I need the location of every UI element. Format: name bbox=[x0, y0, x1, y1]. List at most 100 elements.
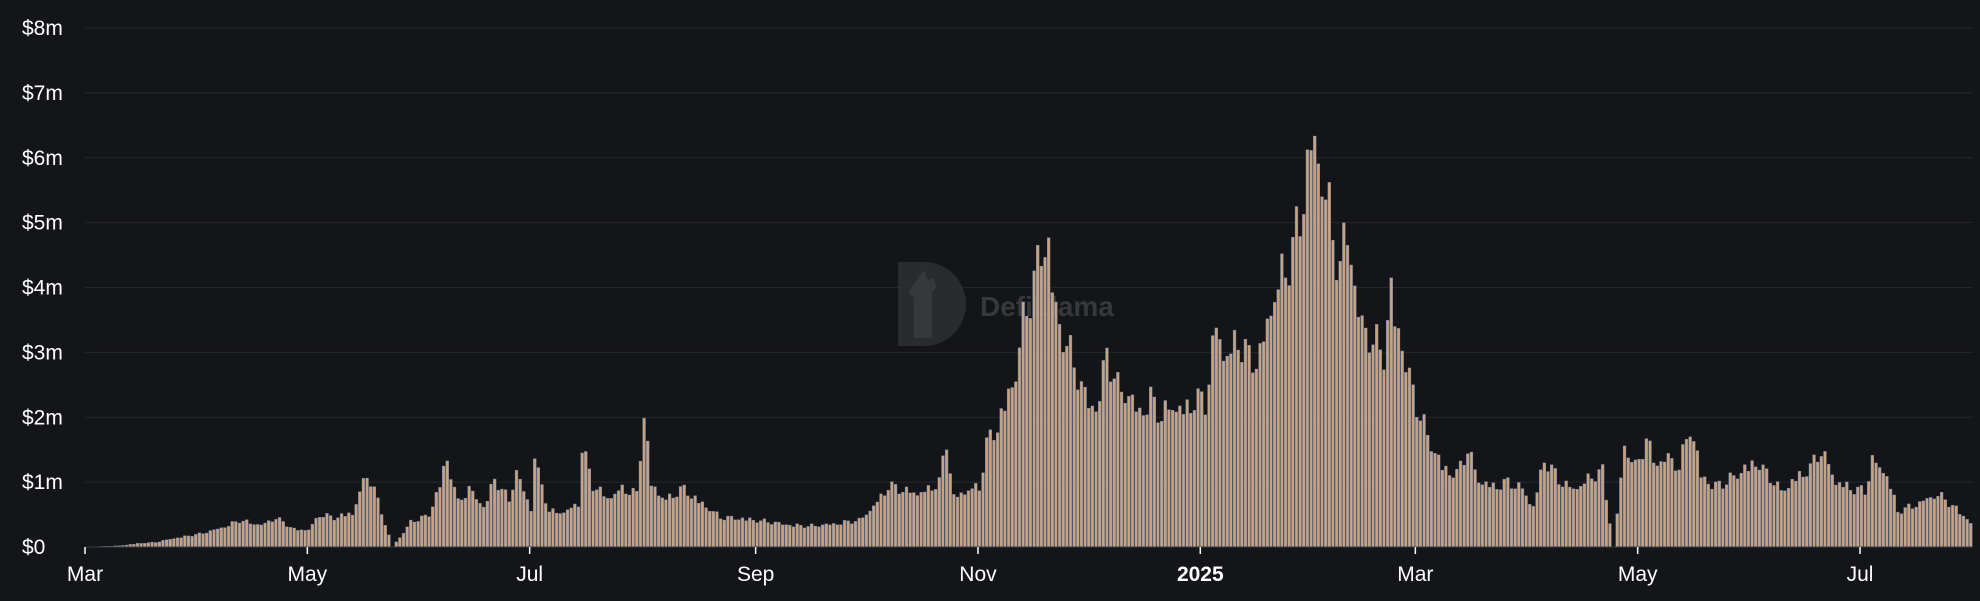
bar bbox=[1291, 237, 1295, 548]
bar bbox=[1298, 236, 1302, 548]
bar bbox=[245, 519, 249, 548]
bar bbox=[627, 494, 632, 548]
bar bbox=[449, 479, 453, 548]
bar bbox=[635, 491, 639, 548]
bar bbox=[1568, 486, 1572, 548]
bar bbox=[1185, 399, 1189, 548]
bar bbox=[988, 429, 992, 548]
bar bbox=[1819, 456, 1823, 548]
bar bbox=[1502, 478, 1506, 548]
bar bbox=[857, 517, 861, 548]
bar bbox=[1367, 352, 1372, 548]
bar bbox=[1786, 488, 1791, 548]
bar bbox=[157, 541, 161, 548]
bar bbox=[405, 526, 409, 548]
bar bbox=[329, 515, 333, 548]
bar bbox=[1816, 461, 1820, 548]
bar bbox=[460, 499, 464, 548]
bar bbox=[292, 527, 296, 548]
bar bbox=[1152, 396, 1156, 548]
bar bbox=[966, 490, 971, 548]
bar bbox=[697, 502, 701, 548]
bar bbox=[1739, 472, 1743, 548]
bar bbox=[1254, 368, 1259, 548]
bar bbox=[934, 489, 938, 548]
bar bbox=[952, 494, 956, 548]
bar bbox=[135, 543, 140, 548]
bar bbox=[831, 523, 836, 548]
bar bbox=[868, 510, 872, 548]
bar bbox=[1429, 451, 1433, 548]
bar bbox=[164, 539, 169, 548]
bar bbox=[321, 517, 325, 548]
bar bbox=[332, 519, 336, 548]
bar bbox=[839, 524, 843, 548]
bar bbox=[1812, 454, 1816, 548]
bar bbox=[1181, 414, 1186, 548]
bar bbox=[1090, 405, 1094, 548]
bar bbox=[514, 470, 519, 548]
bar bbox=[722, 519, 726, 548]
bar bbox=[139, 543, 143, 548]
x-tick-label: 2025 bbox=[1177, 563, 1224, 586]
bar bbox=[522, 491, 526, 548]
bars bbox=[88, 135, 1973, 548]
bar bbox=[1360, 315, 1364, 548]
bar bbox=[1305, 149, 1310, 548]
bar bbox=[1130, 394, 1135, 548]
bar bbox=[1276, 289, 1280, 548]
bar bbox=[850, 523, 854, 548]
bar bbox=[1954, 505, 1958, 548]
bar bbox=[1601, 464, 1605, 548]
bar bbox=[1837, 482, 1842, 548]
y-tick-label: $7m bbox=[22, 82, 63, 105]
bar bbox=[977, 490, 982, 548]
bar bbox=[1385, 320, 1390, 548]
bar bbox=[1265, 318, 1269, 548]
bar bbox=[616, 490, 621, 548]
bar bbox=[1422, 414, 1426, 548]
bar bbox=[872, 505, 876, 548]
bar bbox=[1356, 316, 1361, 548]
bar bbox=[1349, 264, 1353, 548]
bar bbox=[915, 495, 920, 548]
bar bbox=[518, 479, 522, 548]
bar bbox=[791, 526, 796, 548]
bar bbox=[908, 492, 912, 548]
bar bbox=[314, 517, 318, 548]
bar bbox=[339, 513, 344, 548]
bar bbox=[1028, 318, 1033, 548]
bar bbox=[1473, 469, 1477, 548]
bar bbox=[1101, 360, 1105, 548]
bar bbox=[1827, 464, 1831, 548]
bar bbox=[525, 499, 530, 548]
bar bbox=[1754, 466, 1758, 548]
bar bbox=[241, 520, 245, 548]
bar bbox=[423, 514, 428, 548]
bar bbox=[1670, 458, 1674, 548]
bar bbox=[770, 524, 774, 548]
bar bbox=[216, 528, 220, 548]
bar bbox=[1043, 257, 1047, 548]
bar bbox=[1845, 481, 1849, 548]
bar bbox=[565, 509, 570, 548]
bar bbox=[1619, 477, 1623, 548]
y-tick-label: $3m bbox=[22, 341, 63, 364]
bar bbox=[660, 497, 664, 548]
bar bbox=[259, 524, 263, 548]
y-tick-label: $8m bbox=[22, 17, 63, 40]
bar bbox=[1087, 408, 1091, 548]
bar bbox=[1444, 465, 1448, 548]
bar bbox=[744, 520, 748, 548]
bar bbox=[1907, 503, 1911, 548]
bar bbox=[1127, 396, 1131, 548]
bar bbox=[1462, 464, 1466, 548]
bar bbox=[1258, 343, 1262, 548]
bar bbox=[358, 491, 362, 548]
bar bbox=[325, 513, 329, 548]
x-tick-label: Jul bbox=[1847, 563, 1874, 586]
bar bbox=[1728, 472, 1732, 548]
bar bbox=[1320, 196, 1324, 548]
bar bbox=[1779, 490, 1783, 548]
bar bbox=[496, 490, 500, 548]
